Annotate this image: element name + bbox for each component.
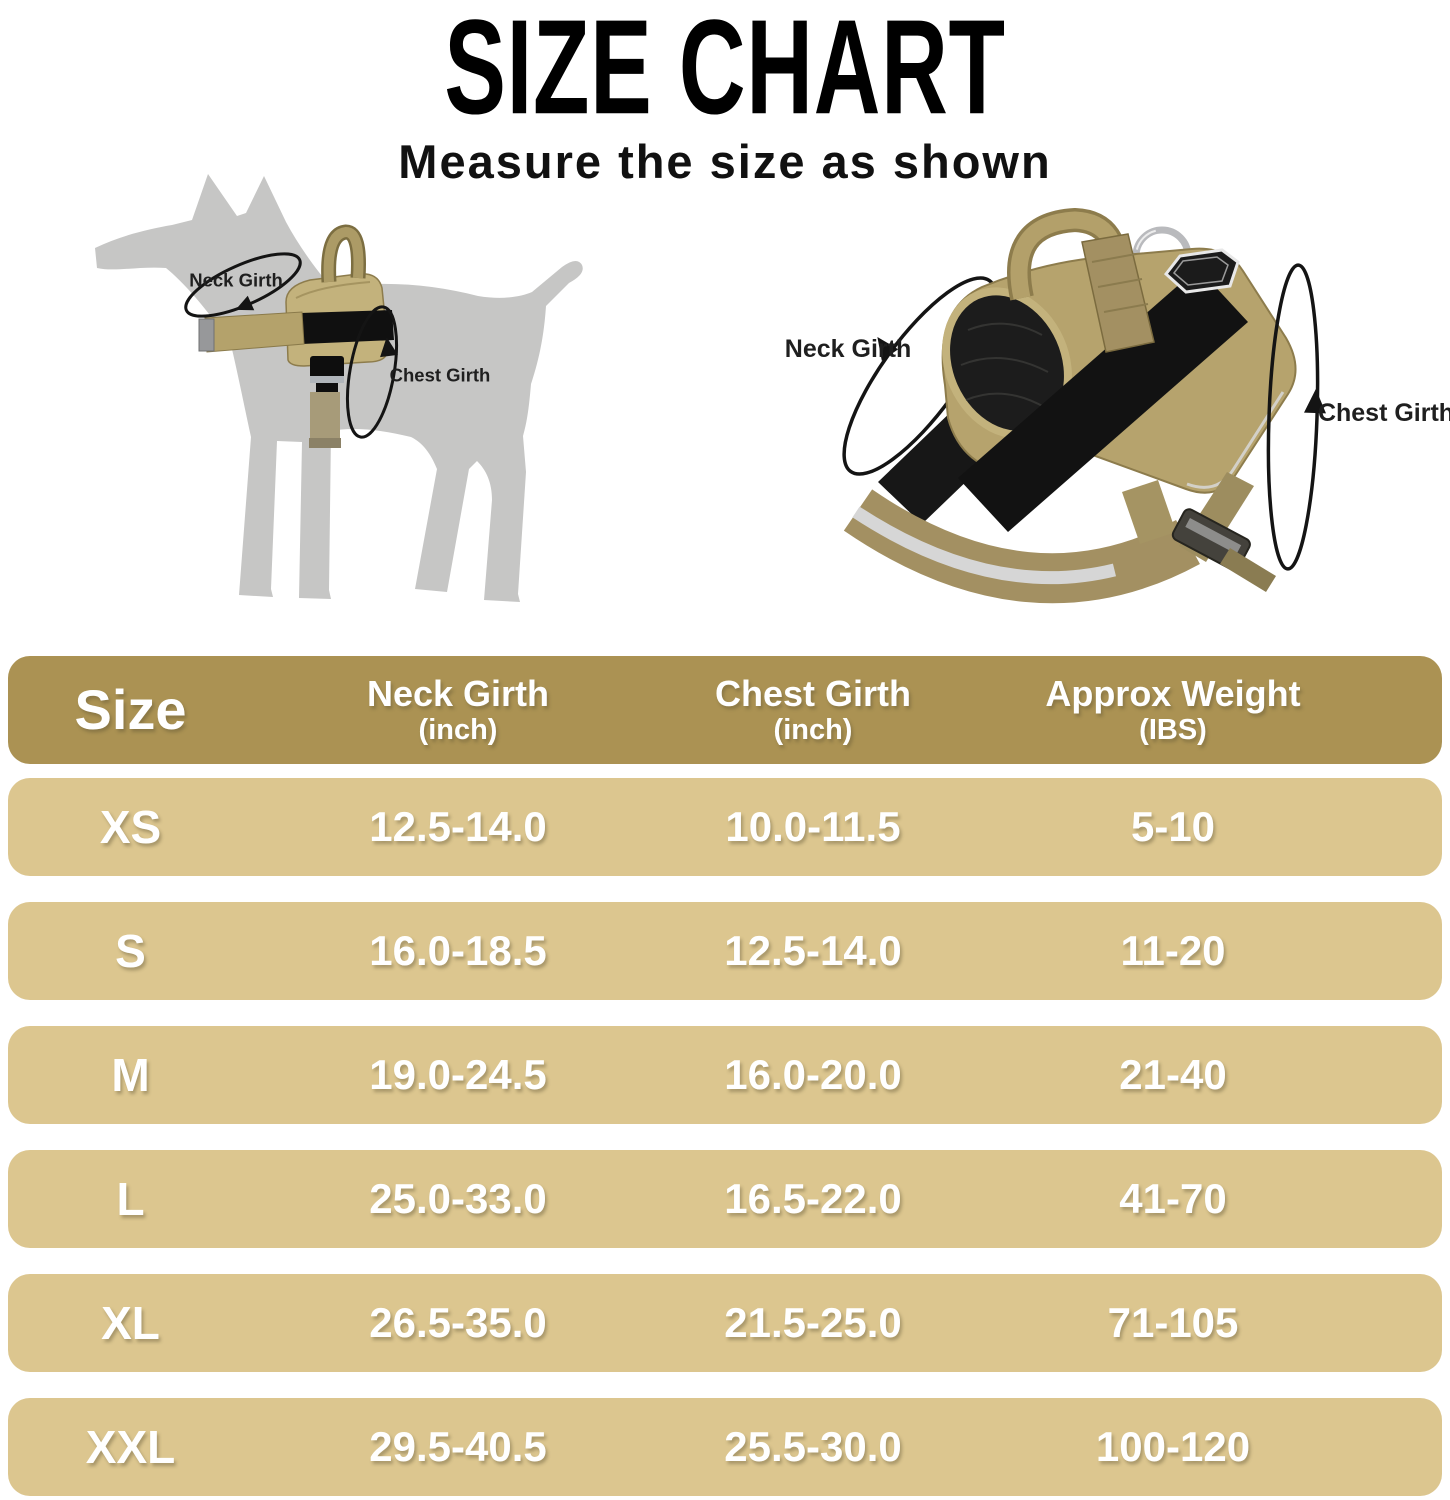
harness-mesh-texture <box>960 322 1049 409</box>
weight-value: 41-70 <box>1119 1175 1227 1222</box>
harness-plate-piping <box>1186 391 1285 489</box>
column-unit: (IBS) <box>1139 713 1207 746</box>
chest-girth-value: 25.5-30.0 <box>724 1423 902 1470</box>
chest-girth-value: 16.0-20.0 <box>724 1051 902 1098</box>
chest-girth-value: 21.5-25.0 <box>724 1299 902 1346</box>
dog-figure: Neck Girth Chest Girth <box>80 170 700 630</box>
neck-girth-value: 25.0-33.0 <box>369 1175 547 1222</box>
weight-value: 71-105 <box>1107 1299 1239 1346</box>
dog-neck-girth-arrowhead <box>235 295 255 311</box>
harness-top-webbing <box>1081 233 1155 353</box>
neck-girth-value: 29.5-40.5 <box>369 1423 547 1470</box>
harness-product <box>843 207 1297 604</box>
harness-buckle-bar <box>310 376 344 383</box>
harness-handle-inner <box>323 226 364 283</box>
dog-chest-girth-ellipse <box>345 305 399 439</box>
neck-girth-value: 16.0-18.5 <box>369 927 547 974</box>
column-header-chest-girth: Chest Girth (inch) <box>663 673 963 746</box>
neck-girth-value: 19.0-24.5 <box>369 1051 547 1098</box>
neck-girth-value: 26.5-35.0 <box>369 1299 547 1346</box>
chest-girth-value: 16.5-22.0 <box>724 1175 902 1222</box>
size-value: S <box>115 925 146 977</box>
dog-neck-girth-annotation <box>184 252 302 318</box>
column-label: Chest Girth <box>714 673 911 715</box>
harness-velcro-band <box>958 268 1248 532</box>
harness-patch-badge-inner <box>1172 256 1229 286</box>
column-header-approx-weight: Approx Weight (IBS) <box>963 673 1383 746</box>
column-header-neck-girth: Neck Girth (inch) <box>253 673 663 746</box>
size-value: M <box>111 1049 150 1101</box>
harness-chest-girth-label: Chest Girth <box>1318 399 1450 427</box>
table-header: Size Neck Girth (inch) Chest Girth (inch… <box>8 656 1442 764</box>
chest-girth-value: 10.0-11.5 <box>725 803 901 850</box>
harness-saddle-shade <box>295 281 371 299</box>
weight-value: 11-20 <box>1120 927 1226 974</box>
harness-neck-girth-label: Neck Girth <box>785 335 911 363</box>
harness-buckle <box>310 356 344 382</box>
column-label: Size <box>74 677 187 741</box>
table-row-s: S 16.0-18.5 12.5-14.0 11-20 <box>8 902 1442 1000</box>
dog-illustration: Neck Girth Chest Girth <box>95 174 583 602</box>
page-subtitle: Measure the size as shown <box>398 135 1052 188</box>
table-row-xl: XL 26.5-35.0 21.5-25.0 71-105 <box>8 1274 1442 1372</box>
harness-belly-strap <box>310 392 340 440</box>
harness-band-buckle-sleeve <box>198 318 215 352</box>
column-unit: (inch) <box>773 713 853 746</box>
dog-harness <box>198 224 394 448</box>
harness-reflective-stripe <box>852 506 1190 585</box>
dog-neck-girth-label: Neck Girth <box>189 270 283 291</box>
table-row-m: M 19.0-24.5 16.0-20.0 21-40 <box>8 1026 1442 1124</box>
size-value: L <box>116 1173 145 1225</box>
harness-neck-girth-arrowhead <box>877 336 899 361</box>
column-unit: (inch) <box>418 713 498 746</box>
column-header-size: Size <box>8 678 253 742</box>
harness-lower-strap <box>1122 480 1176 544</box>
column-label: Neck Girth <box>366 673 550 715</box>
harness-figure: Neck Girth Chest Girth <box>730 180 1450 630</box>
harness-buckle-lower <box>316 383 338 392</box>
dog-chest-girth-annotation <box>345 305 399 439</box>
chest-girth-value: 12.5-14.0 <box>724 927 902 974</box>
harness-illustration: Neck Girth Chest Girth <box>785 207 1450 604</box>
harness-chest-girth-ellipse <box>1266 263 1320 571</box>
dog-neck-girth-ellipse <box>184 252 302 318</box>
harness-chest-girth-arrowhead <box>1304 389 1326 414</box>
harness-chest-band-black <box>300 310 394 344</box>
size-value: XXL <box>85 1421 176 1473</box>
dog-silhouette <box>95 174 583 602</box>
neck-girth-value: 12.5-14.0 <box>369 803 547 850</box>
table-row-xs: XS 12.5-14.0 10.0-11.5 5-10 <box>8 778 1442 876</box>
table-row-l: L 25.0-33.0 16.5-22.0 41-70 <box>8 1150 1442 1248</box>
page-title: SIZE CHART <box>444 0 1006 142</box>
harness-strap-tip <box>309 438 341 448</box>
size-table: Size Neck Girth (inch) Chest Girth (inch… <box>8 656 1442 1496</box>
weight-value: 5-10 <box>1130 803 1216 850</box>
size-value: XS <box>99 801 162 853</box>
weight-value: 100-120 <box>1095 1423 1251 1470</box>
harness-strap-tail <box>1220 548 1276 592</box>
size-value: XL <box>101 1297 160 1349</box>
weight-value: 21-40 <box>1119 1051 1227 1098</box>
column-label: Approx Weight <box>1045 673 1301 715</box>
dog-chest-girth-label: Chest Girth <box>390 365 491 386</box>
dog-chest-girth-arrowhead <box>380 337 398 358</box>
header: SIZE CHART Measure the size as shown <box>0 0 1450 189</box>
harness-top-webbing-hatch <box>1091 253 1149 313</box>
table-row-xxl: XXL 29.5-40.5 25.5-30.0 100-120 <box>8 1398 1442 1496</box>
